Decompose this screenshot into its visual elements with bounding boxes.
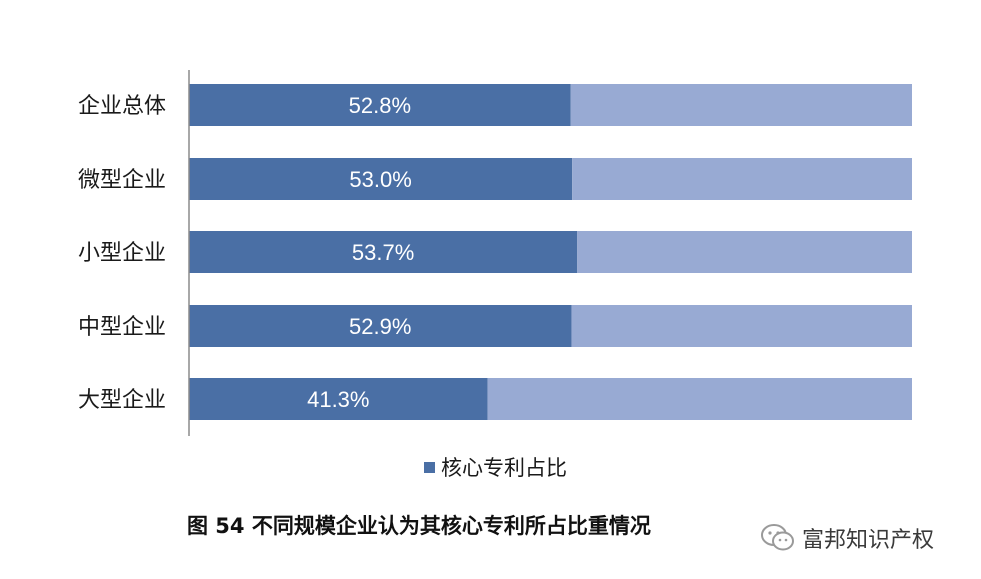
bar-remainder bbox=[571, 305, 912, 347]
category-label: 微型企业 bbox=[78, 168, 166, 193]
category-label: 大型企业 bbox=[78, 388, 166, 413]
legend-label: 核心专利占比 bbox=[441, 456, 567, 480]
data-label: 53.7% bbox=[352, 240, 414, 265]
bar-core-patent-share bbox=[189, 378, 488, 420]
plot-area: 52.8% 企业总体 53.0% 微型企业 53.7% 小型企业 52.9% 中型企业 41.3… bbox=[78, 84, 912, 420]
category-label: 小型企业 bbox=[78, 241, 166, 266]
category-label: 企业总体 bbox=[78, 94, 166, 119]
data-label: 52.9% bbox=[349, 314, 411, 339]
bar-core-patent-share bbox=[189, 231, 578, 273]
watermark-text: 富邦知识产权 bbox=[802, 528, 935, 553]
bar-remainder bbox=[572, 158, 912, 200]
bar-remainder bbox=[577, 231, 912, 273]
bar-chart: 52.8% 企业总体 53.0% 微型企业 53.7% 小型企业 52.9% 中型企业 41.3… bbox=[78, 70, 912, 436]
legend: 核心专利占比 bbox=[424, 452, 567, 482]
data-label: 41.3% bbox=[307, 387, 369, 412]
data-label: 52.8% bbox=[349, 93, 411, 118]
bar-core-patent-share bbox=[189, 84, 571, 126]
legend-swatch bbox=[424, 461, 435, 473]
bar-remainder bbox=[570, 84, 912, 126]
bar-core-patent-share bbox=[189, 305, 572, 347]
bar-core-patent-share bbox=[189, 158, 573, 200]
figure-caption: 图 54 不同规模企业认为其核心专利所占比重情况 bbox=[187, 514, 651, 538]
watermark: 富邦知识产权 bbox=[760, 522, 934, 554]
data-label: 53.0% bbox=[349, 167, 411, 192]
bar-remainder bbox=[487, 378, 912, 420]
category-label: 中型企业 bbox=[78, 315, 166, 340]
wechat-icon bbox=[761, 524, 794, 551]
